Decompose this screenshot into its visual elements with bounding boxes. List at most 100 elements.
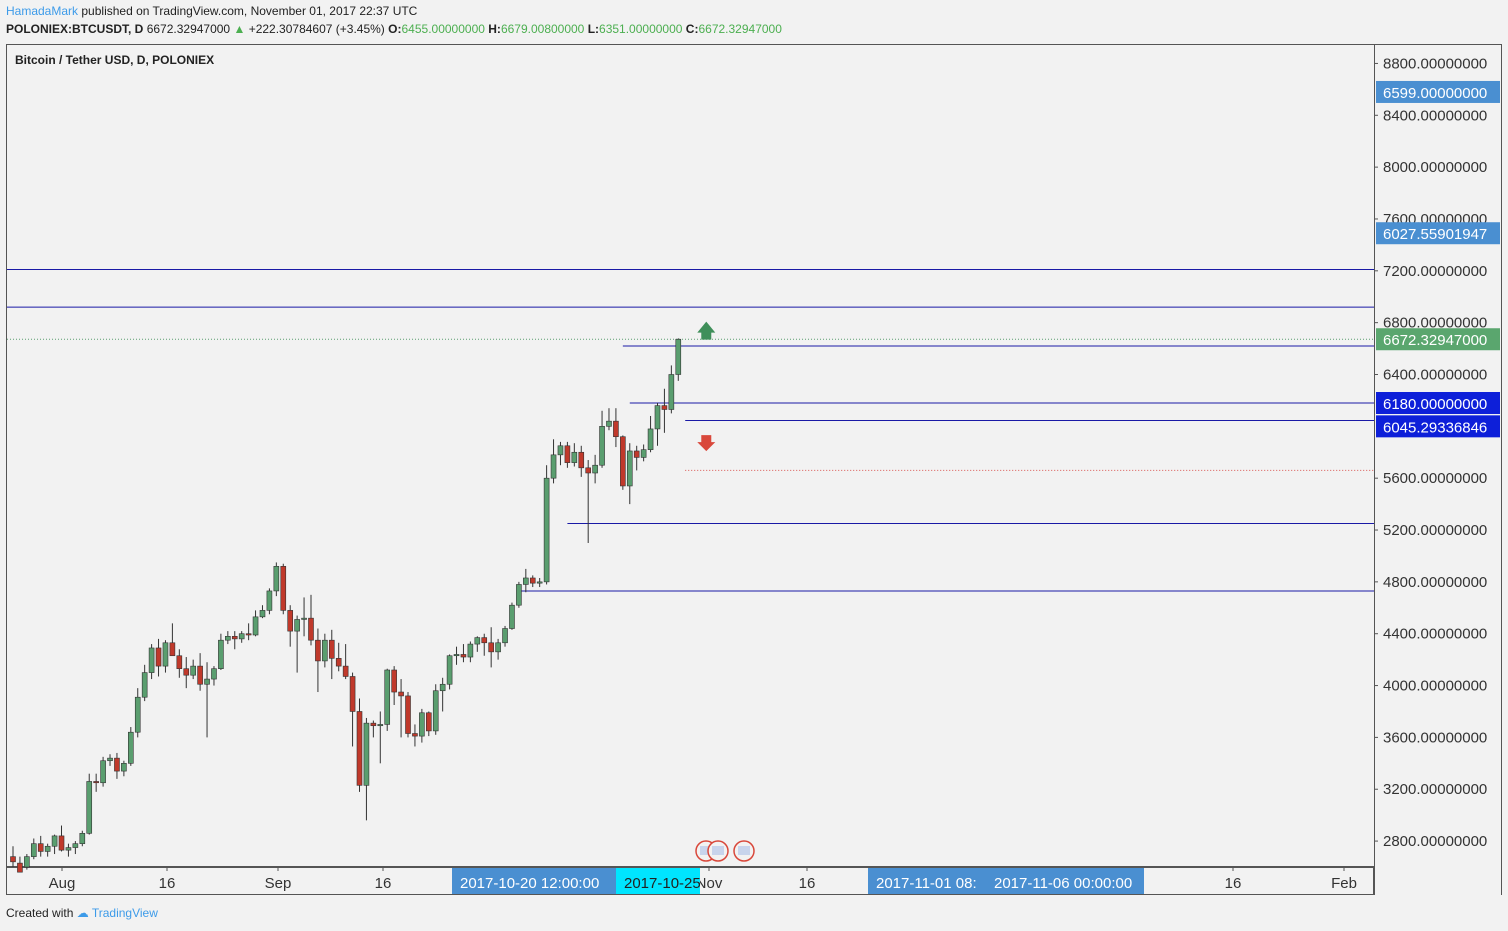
price-tag-label: 6045.29336846 — [1383, 419, 1487, 436]
price-tag — [1376, 328, 1500, 351]
candle-body — [425, 712, 432, 732]
price-tag — [1376, 415, 1500, 438]
created-with-text: Created with — [6, 906, 74, 920]
candle-body — [557, 445, 564, 456]
candle-body — [65, 847, 72, 851]
candle-body — [86, 781, 93, 834]
candle-body — [675, 338, 682, 375]
candle-body — [349, 676, 356, 712]
last-price: 6672.32947000 — [146, 22, 231, 36]
price-tag — [1376, 392, 1500, 415]
candle-body — [10, 856, 16, 863]
y-tick-label: 8000.00000000 — [1383, 159, 1487, 176]
candle-body — [453, 654, 460, 657]
y-tick-label: 6400.00000000 — [1383, 366, 1487, 383]
x-highlight-label: 2017-11-01 08: — [876, 875, 977, 892]
candle-body — [661, 405, 668, 410]
candle-body — [620, 436, 626, 487]
x-highlight-tag — [868, 868, 986, 894]
price-tag-label: 6027.55901947 — [1383, 226, 1487, 243]
candle-body — [516, 584, 522, 606]
candle-body — [301, 617, 307, 620]
close-label: C: — [685, 22, 699, 36]
y-tick-label: 4400.00000000 — [1383, 626, 1487, 643]
candle-body — [613, 420, 619, 438]
candle-body — [231, 636, 238, 640]
candle-body — [218, 639, 224, 670]
candle-body — [419, 712, 425, 737]
candle-body — [245, 633, 252, 636]
candle-body — [502, 628, 508, 644]
candle-body — [266, 590, 273, 611]
candle-body — [134, 696, 141, 733]
candle-body — [114, 757, 120, 772]
candle-body — [488, 642, 494, 653]
candle-body — [328, 639, 335, 659]
candle-body — [543, 477, 550, 583]
candle-body — [377, 724, 384, 727]
author-link[interactable]: HamadaMark — [6, 4, 79, 18]
candle-body — [578, 451, 585, 469]
candle-body — [509, 604, 515, 629]
candle-body — [100, 760, 106, 784]
price-tag — [1376, 222, 1500, 245]
price-scale[interactable] — [1374, 44, 1502, 895]
candle-body — [370, 722, 377, 727]
y-tick-label: 8800.00000000 — [1383, 55, 1487, 72]
candle-body — [536, 581, 543, 584]
candle-body — [495, 642, 501, 653]
candle-body — [439, 683, 446, 692]
candle-body — [668, 374, 675, 410]
candle-body — [481, 637, 488, 644]
candle-body — [342, 665, 349, 677]
candle-body — [640, 449, 647, 458]
y-tick-label: 8400.00000000 — [1383, 107, 1487, 124]
candle-body — [44, 845, 51, 852]
candle-body — [121, 763, 127, 772]
x-tick-label: 16 — [799, 875, 816, 892]
x-tick-label: Feb — [1331, 875, 1357, 892]
candle-body — [107, 757, 113, 762]
candle-body — [155, 647, 162, 667]
candle-body — [79, 833, 86, 844]
symbol: POLONIEX:BTCUSDT, D — [6, 22, 144, 36]
tradingview-link[interactable]: TradingView — [91, 906, 158, 920]
y-tick-label: 4800.00000000 — [1383, 574, 1487, 591]
y-tick-label: 3200.00000000 — [1383, 781, 1487, 798]
candle-body — [363, 722, 370, 786]
candle-body — [280, 566, 287, 611]
candle-body — [162, 642, 169, 667]
candle-body — [273, 566, 280, 592]
candle-body — [398, 691, 404, 697]
x-tick-label: 16 — [375, 875, 392, 892]
open-label: O: — [388, 22, 402, 36]
tradingview-logo-icon[interactable]: ☁ — [76, 906, 89, 920]
y-tick-label: 3600.00000000 — [1383, 729, 1487, 746]
footer: Created with ☁ TradingView — [6, 906, 158, 920]
x-highlight-label: 2017-10-25 — [624, 875, 701, 892]
candle-body — [225, 636, 231, 641]
candle-body — [294, 619, 300, 632]
candle-body — [238, 633, 245, 640]
candle-body — [211, 668, 217, 680]
chart-plot-area[interactable] — [6, 44, 1374, 867]
candle-body — [474, 637, 481, 645]
candle-body — [599, 426, 605, 466]
change: +222.30784607 (+3.45%) — [248, 22, 385, 36]
x-tick-label: Aug — [49, 875, 76, 892]
candle-body — [183, 668, 190, 676]
candle-body — [169, 642, 176, 657]
published-text: published on TradingView.com, November 0… — [81, 4, 418, 18]
candle-body — [647, 428, 654, 450]
candle-body — [259, 610, 266, 618]
x-tick-label: 16 — [159, 875, 176, 892]
open-value: 6455.00000000 — [401, 22, 485, 36]
candle-body — [460, 654, 467, 658]
candle-body — [550, 454, 557, 479]
x-highlight-tag — [986, 868, 1144, 894]
low-value: 6351.00000000 — [599, 22, 683, 36]
symbol-ohlc: POLONIEX:BTCUSDT, D 6672.32947000 ▲ +222… — [6, 22, 782, 36]
time-scale[interactable] — [6, 867, 1374, 895]
candle-body — [197, 665, 203, 685]
